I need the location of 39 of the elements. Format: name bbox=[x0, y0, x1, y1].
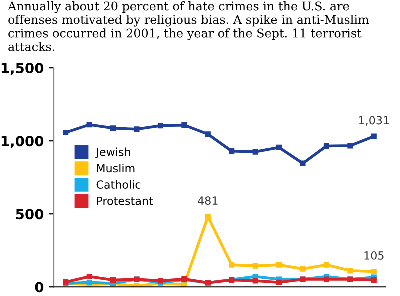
point bbox=[348, 268, 354, 274]
point bbox=[86, 274, 92, 280]
point bbox=[205, 132, 211, 138]
point bbox=[134, 126, 140, 132]
legend-label: Muslim bbox=[97, 164, 135, 173]
legend-label: Protestant bbox=[97, 197, 154, 206]
point bbox=[158, 123, 164, 129]
data-label: 105 bbox=[364, 252, 384, 260]
y-tick-label: 0 bbox=[35, 282, 44, 293]
point bbox=[86, 122, 92, 128]
y-tick-label: 1,500 bbox=[2, 63, 44, 76]
point bbox=[110, 126, 116, 132]
point bbox=[300, 266, 306, 272]
point bbox=[276, 144, 282, 150]
legend-label: Jewish bbox=[96, 148, 130, 158]
point bbox=[371, 134, 377, 140]
point bbox=[324, 143, 330, 149]
point bbox=[229, 148, 235, 154]
data-label: 481 bbox=[198, 196, 218, 206]
point bbox=[182, 122, 188, 128]
y-tick-label: 500 bbox=[16, 209, 44, 220]
point bbox=[324, 276, 330, 282]
point bbox=[205, 214, 211, 220]
chart-title: Annually about 20 percent of hate crimes in the U.S. are offenses motivated by religious bias. A spike in anti-Muslim crimes occurred in 2001, the year of the Sept. 11 terrorist attacks. bbox=[8, 1, 370, 52]
point bbox=[371, 277, 377, 284]
point bbox=[276, 262, 282, 268]
point bbox=[252, 149, 258, 155]
data-label: 1,031 bbox=[359, 116, 390, 126]
point bbox=[229, 262, 235, 268]
point bbox=[371, 269, 377, 275]
point bbox=[252, 278, 258, 284]
legend-label: Catholic bbox=[96, 180, 141, 189]
point bbox=[276, 280, 282, 286]
point bbox=[348, 143, 354, 149]
point bbox=[252, 263, 258, 269]
point bbox=[63, 130, 69, 136]
point bbox=[300, 160, 306, 166]
point bbox=[324, 262, 330, 268]
y-tick-label: 1,000 bbox=[2, 136, 44, 148]
